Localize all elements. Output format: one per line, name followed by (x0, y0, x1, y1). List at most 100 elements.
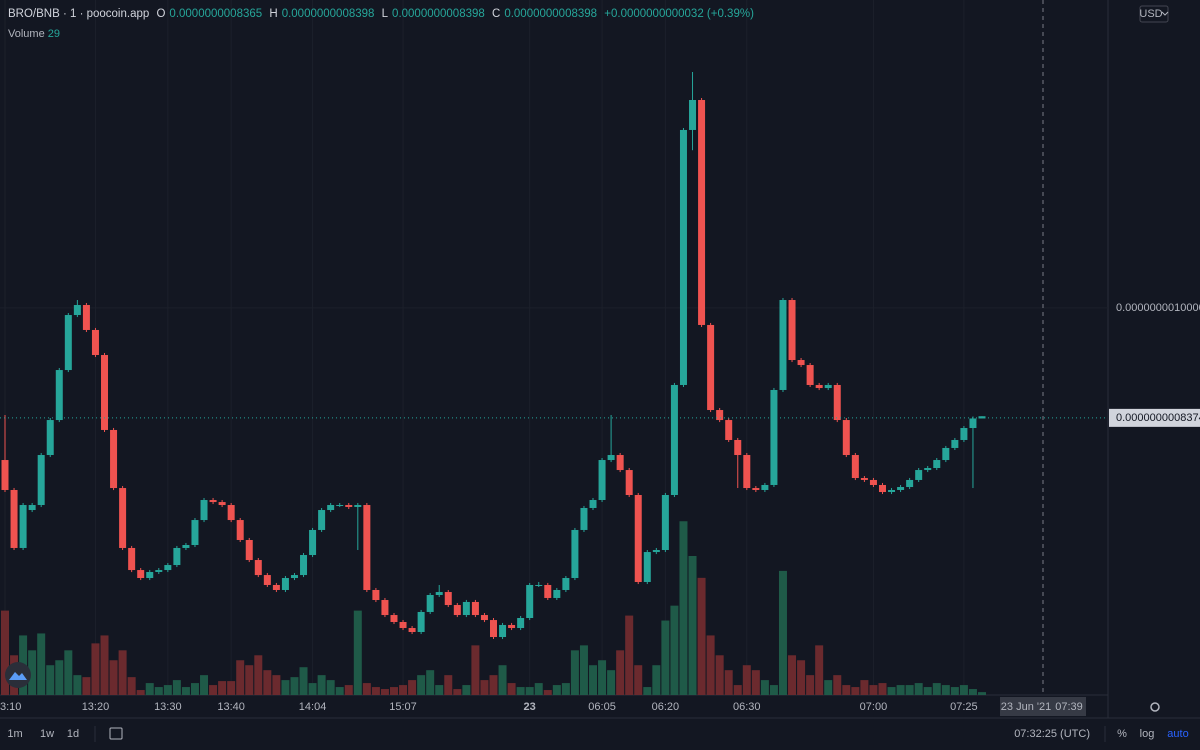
volume-bar (941, 685, 950, 695)
candle-body (779, 300, 787, 390)
volume-bar (860, 680, 869, 695)
candle-body (824, 384, 832, 389)
volume-bar (679, 521, 688, 695)
volume-bar (543, 690, 552, 695)
candle-body (272, 584, 280, 590)
candle-body (788, 300, 796, 361)
volume-bar (607, 670, 616, 695)
candle-body (933, 460, 941, 469)
volume-bar (724, 670, 733, 695)
candle-body (490, 620, 497, 638)
candle-body (860, 478, 868, 480)
candle-body (689, 100, 697, 130)
volume-bar (209, 685, 218, 695)
crosshair-box (1000, 697, 1086, 716)
candle-body (363, 505, 371, 590)
date-range-icon[interactable] (109, 727, 123, 740)
range-button[interactable]: 1m (7, 728, 22, 740)
volume-bar (281, 680, 290, 695)
volume-bar (453, 689, 462, 695)
volume-bar (181, 687, 190, 695)
candle-body (218, 502, 226, 506)
volume-bar (643, 687, 652, 695)
candle-body (643, 552, 651, 583)
volume-bar (28, 650, 37, 695)
candle-body (254, 560, 262, 576)
logo-mark (9, 672, 27, 680)
volume-bar (335, 687, 344, 695)
volume-bar (634, 665, 643, 695)
clock: 07:32:25 (UTC) (1014, 728, 1090, 740)
volume-bar (109, 660, 118, 695)
candle-body (815, 384, 823, 389)
volume-bar (733, 685, 742, 695)
volume-bar (688, 556, 697, 695)
candle-body (499, 624, 507, 638)
volume-bar (878, 683, 887, 695)
volume-bar (489, 675, 498, 695)
volume-bar (552, 685, 561, 695)
volume-bar (426, 670, 435, 695)
volume-bar (950, 687, 959, 695)
candle-body (354, 505, 362, 507)
percent-toggle[interactable]: % (1117, 728, 1127, 740)
volume-bar (290, 677, 299, 695)
auto-toggle[interactable]: auto (1167, 728, 1188, 740)
candle-body (91, 329, 99, 356)
x-tick-label: 23 (524, 701, 536, 713)
candle-body (28, 505, 36, 511)
volume-bar (462, 685, 471, 695)
volume-bar (978, 692, 986, 695)
volume-bar (380, 689, 389, 695)
volume-bar (73, 675, 82, 695)
currency[interactable]: USD (1139, 8, 1162, 20)
volume-bar (959, 685, 968, 695)
candle-body (390, 615, 398, 622)
candle-body (906, 479, 914, 488)
volume-bar (245, 665, 254, 695)
settings-icon[interactable] (1150, 702, 1160, 712)
volume-bar (589, 665, 598, 695)
candle-body (453, 605, 461, 616)
log-toggle[interactable]: log (1140, 728, 1155, 740)
currency-box[interactable] (1139, 5, 1169, 23)
candle-body (607, 455, 615, 461)
volume-bar (833, 675, 842, 695)
range-button[interactable]: 1w (40, 728, 54, 740)
x-tick-label: 13:40 (217, 701, 245, 713)
candle-body (82, 305, 90, 330)
crosshair-time: 07:39 (1055, 701, 1083, 713)
ohlc-value: 0.0000000008398 (281, 8, 375, 20)
volume-bar (706, 635, 715, 695)
volume-title: Volume (8, 28, 45, 40)
volume-bar (163, 685, 172, 695)
x-tick-label: 13:20 (82, 701, 110, 713)
volume-bar (227, 681, 236, 695)
volume-legend: Volume 29 (8, 28, 60, 40)
candle-body (616, 455, 624, 471)
currency-caret (1161, 11, 1169, 16)
candle-body (517, 618, 525, 629)
candle-body (797, 360, 805, 366)
candle-body (281, 578, 289, 590)
legend-header: BRO/BNB · 1 · poocoin.app O 0.00000000083… (8, 8, 758, 20)
volume-bar (697, 577, 706, 695)
candle-body (471, 601, 479, 616)
volume-bar (118, 650, 127, 695)
volume-bar (272, 675, 281, 695)
volume-bar (742, 665, 751, 695)
volume-bar (498, 665, 507, 695)
candle-body (634, 494, 642, 583)
volume-bar (670, 605, 679, 695)
range-button[interactable]: 1d (67, 728, 79, 740)
candle-body (969, 418, 977, 429)
volume-bar (263, 670, 272, 695)
price-label: 0.0000000008374 (1116, 412, 1200, 424)
candle-body (191, 520, 199, 545)
candle-body (462, 601, 470, 616)
candle-body (128, 547, 136, 571)
candle-body (752, 488, 760, 490)
